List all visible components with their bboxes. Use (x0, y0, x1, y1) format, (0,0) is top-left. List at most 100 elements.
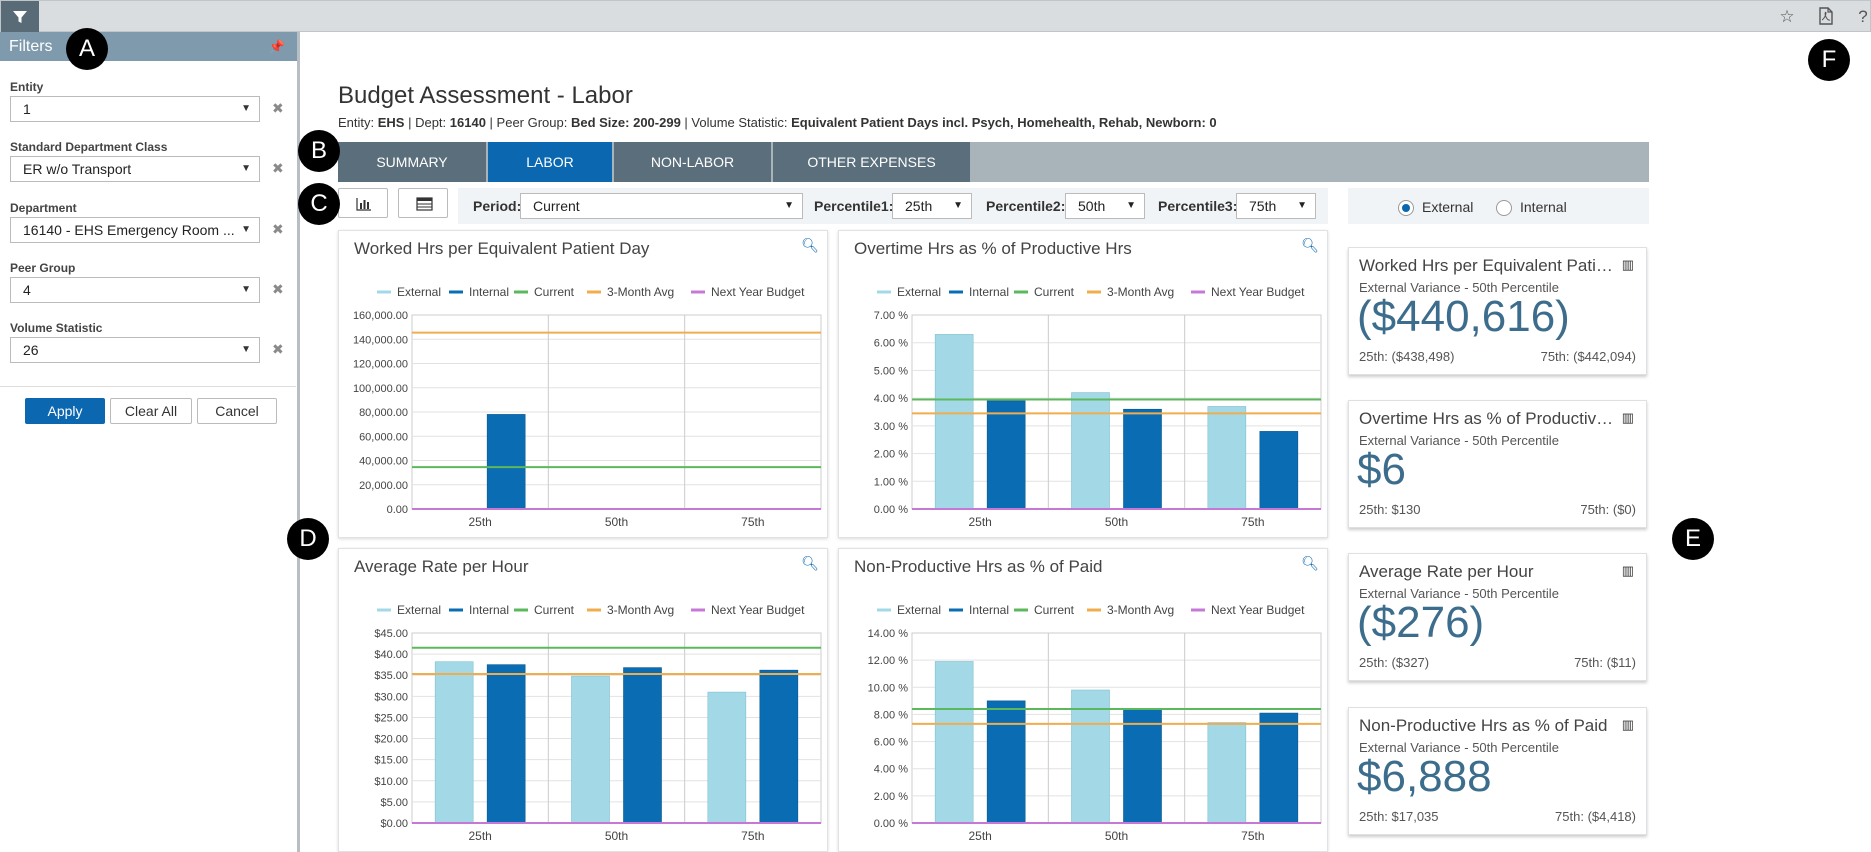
divider (0, 386, 296, 387)
y-tick-label: 160,000.00 (353, 310, 408, 322)
bar-internal (759, 669, 799, 824)
y-tick-label: 3.00 % (874, 421, 908, 433)
zoom-icon[interactable]: 🔍︎ (801, 237, 819, 253)
chart-svg: External Internal Current 3-Month Avg Next Y… (874, 285, 1322, 529)
legend-item: 3-Month Avg (587, 285, 674, 299)
table-view-button[interactable] (398, 188, 448, 218)
chevron-down-icon: ▼ (241, 224, 251, 235)
y-tick-label: 10.00 % (868, 682, 909, 694)
y-tick-label: $5.00 (380, 797, 408, 809)
chevron-down-icon: ▼ (784, 200, 794, 211)
internal-radio-label[interactable]: Internal (1520, 199, 1567, 215)
help-icon[interactable]: ? (1858, 7, 1868, 26)
legend-item: Current (514, 285, 575, 299)
chart-svg: External Internal Current 3-Month Avg Next Y… (868, 603, 1322, 843)
pin-icon[interactable]: 📌 (268, 39, 285, 54)
filter-panel: Filters 📌 Entity 1 ▼ ✖ Standard Departmen… (0, 32, 300, 852)
bar-chart-icon[interactable]: ▥ (1621, 257, 1634, 272)
tab-non-labor[interactable]: NON-LABOR (614, 142, 771, 182)
bar-internal (486, 664, 526, 824)
kpi-card[interactable]: Worked Hrs per Equivalent Patient Day ▥ … (1348, 247, 1647, 375)
bar-chart-icon[interactable]: ▥ (1621, 410, 1634, 425)
tab-summary[interactable]: SUMMARY (338, 142, 486, 182)
zoom-icon[interactable]: 🔍︎ (1301, 237, 1319, 253)
pdf-icon[interactable] (1816, 7, 1836, 27)
y-tick-label: 6.00 % (874, 338, 908, 350)
kpi-subtitle: External Variance - 50th Percentile (1359, 586, 1559, 601)
kpi-card[interactable]: Non-Productive Hrs as % of Paid ▥ Extern… (1348, 707, 1647, 835)
volume-statistic-select[interactable]: 26 ▼ (10, 337, 260, 363)
y-tick-label: 0.00 % (874, 818, 908, 830)
dept-class-select[interactable]: ER w/o Transport ▼ (10, 156, 260, 182)
y-tick-label: 5.00 % (874, 365, 908, 377)
chart-view-button[interactable] (338, 188, 388, 218)
legend-label: Current (1034, 285, 1075, 299)
cancel-button[interactable]: Cancel (197, 398, 277, 424)
legend-label: 3-Month Avg (1107, 603, 1174, 617)
kpi-p75: 75th: ($0) (1580, 502, 1636, 517)
peer-group-clear-icon[interactable]: ✖ (272, 281, 284, 297)
percentile3-label: Percentile3: (1158, 198, 1238, 214)
annotation-marker-d: D (287, 518, 329, 560)
legend-label: 3-Month Avg (607, 603, 674, 617)
y-tick-label: 0.00 (387, 504, 408, 516)
y-tick-label: 120,000.00 (353, 359, 408, 371)
peer-group-value: Bed Size: 200-299 (570, 115, 681, 130)
period-select[interactable]: Current ▼ (520, 193, 803, 219)
tab-other-expenses[interactable]: OTHER EXPENSES (773, 142, 970, 182)
department-clear-icon[interactable]: ✖ (272, 221, 284, 237)
department-select[interactable]: 16140 - EHS Emergency Room ... ▼ (10, 217, 260, 243)
bar-external (1071, 689, 1110, 824)
y-tick-label: 60,000.00 (359, 431, 408, 443)
percentile1-label: Percentile1: (814, 198, 894, 214)
entity-select[interactable]: 1 ▼ (10, 96, 260, 122)
period-selector-bar: Period: Current ▼ Percentile1: 25th ▼ Perc… (458, 188, 1328, 224)
y-tick-label: 2.00 % (874, 449, 908, 461)
x-tick-label: 75th (1241, 515, 1264, 529)
bar-internal (986, 400, 1026, 510)
star-icon[interactable]: ☆ (1779, 7, 1795, 26)
bar-chart-icon[interactable]: ▥ (1621, 563, 1634, 578)
annotation-marker-f: F (1808, 39, 1850, 81)
peer-group-select[interactable]: 4 ▼ (10, 277, 260, 303)
bar-internal (1259, 431, 1299, 510)
legend-item: 3-Month Avg (587, 603, 674, 617)
external-radio-label[interactable]: External (1422, 199, 1474, 215)
legend-item: Next Year Budget (691, 285, 805, 299)
bar-chart-icon[interactable]: ▥ (1621, 717, 1634, 732)
clear-all-button[interactable]: Clear All (110, 398, 192, 424)
chart-panel-overtime-hrs: Overtime Hrs as % of Productive Hrs 🔍︎ E… (838, 230, 1328, 538)
y-tick-label: 0.00 % (874, 504, 908, 516)
percentile2-select[interactable]: 50th ▼ (1065, 193, 1145, 219)
bar-internal (986, 700, 1026, 824)
zoom-icon[interactable]: 🔍︎ (1301, 555, 1319, 571)
entity-clear-icon[interactable]: ✖ (272, 100, 284, 116)
volume-statistic-clear-icon[interactable]: ✖ (272, 341, 284, 357)
tab-bar: SUMMARY LABOR NON-LABOR OTHER EXPENSES (338, 142, 1649, 182)
chart-svg: External Internal Current 3-Month Avg Next Y… (374, 603, 822, 843)
kpi-card[interactable]: Overtime Hrs as % of Productive Hrs ▥ Ex… (1348, 400, 1647, 528)
comparison-radio-group: External Internal (1348, 188, 1649, 224)
dept-class-clear-icon[interactable]: ✖ (272, 160, 284, 176)
x-tick-label: 25th (468, 515, 491, 529)
filter-toggle-button[interactable] (1, 1, 39, 33)
internal-radio[interactable] (1496, 200, 1512, 216)
y-tick-label: $35.00 (374, 670, 408, 682)
y-tick-label: $45.00 (374, 628, 408, 640)
chevron-down-icon: ▼ (953, 200, 963, 211)
bar-internal (1259, 712, 1299, 824)
external-radio[interactable] (1398, 200, 1414, 216)
legend-label: Next Year Budget (711, 603, 805, 617)
tab-labor[interactable]: LABOR (488, 142, 612, 182)
y-tick-label: 7.00 % (874, 310, 908, 322)
zoom-icon[interactable]: 🔍︎ (801, 555, 819, 571)
kpi-card[interactable]: Average Rate per Hour ▥ External Varianc… (1348, 553, 1647, 681)
chevron-down-icon: ▼ (1297, 200, 1307, 211)
page-title: Budget Assessment - Labor (338, 82, 633, 109)
apply-button[interactable]: Apply (25, 398, 105, 424)
page-subheader: Entity: EHS | Dept: 16140 | Peer Group: … (338, 115, 1217, 130)
top-toolbar: ☆ ? (0, 0, 1871, 33)
annotation-marker-e: E (1672, 518, 1714, 560)
percentile1-select[interactable]: 25th ▼ (892, 193, 972, 219)
percentile3-select[interactable]: 75th ▼ (1236, 193, 1316, 219)
